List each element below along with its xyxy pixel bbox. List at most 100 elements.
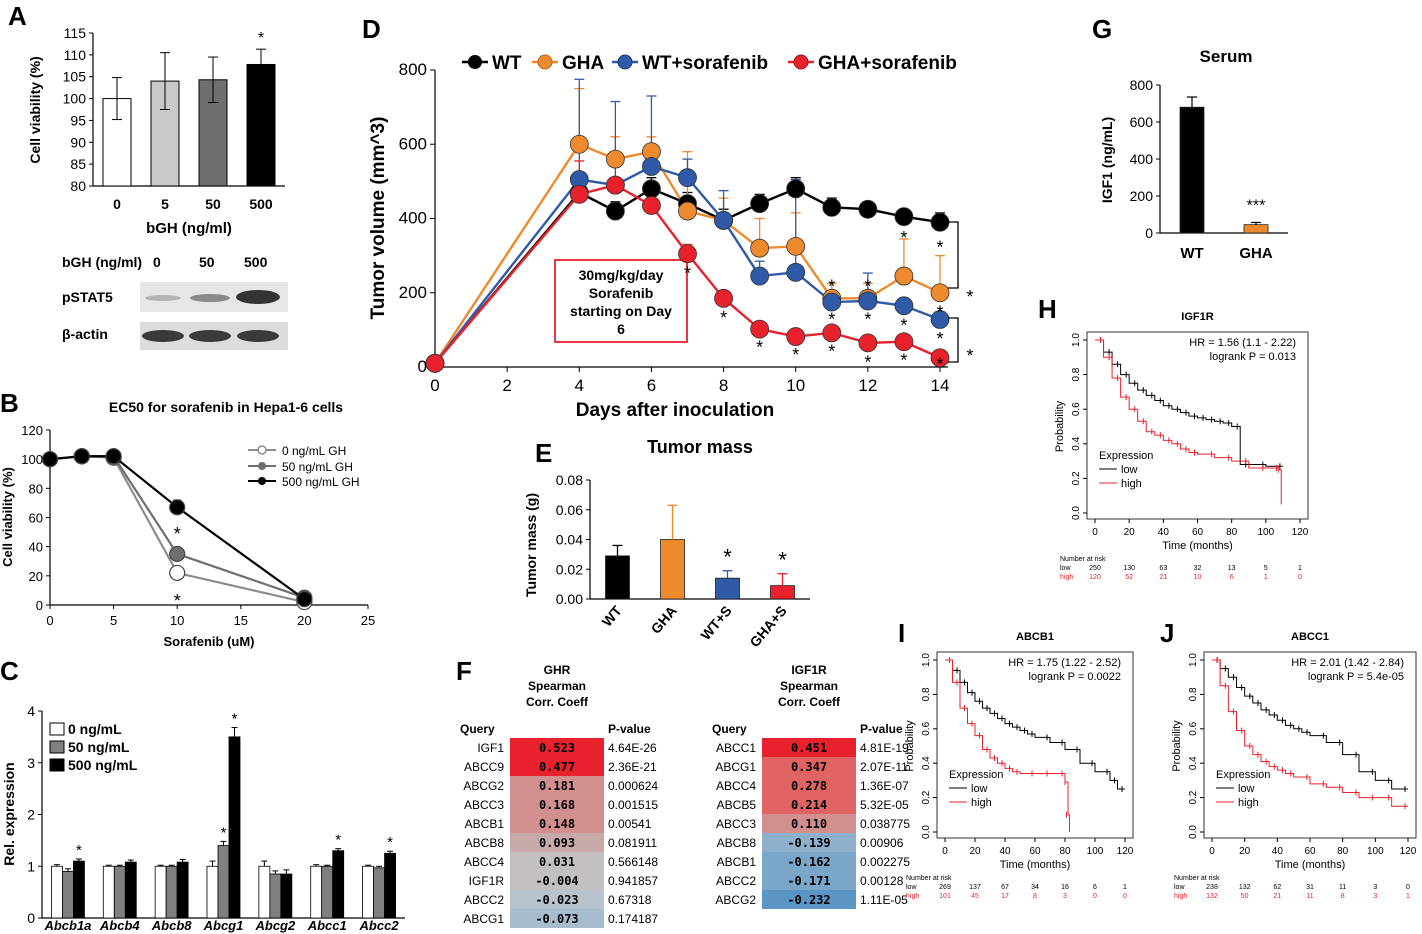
chart-b-legend: 0 ng/mL GH 50 ng/mL GH 500 ng/mL GH — [248, 444, 360, 489]
table-f-left-heat-cell — [510, 871, 604, 890]
km-i-nar-high-value: 3 — [1063, 893, 1067, 900]
chart-a-bar — [246, 63, 276, 187]
km-i-nar-high-value: 8 — [1033, 893, 1037, 900]
km-h-logrank: logrank P = 0.013 — [1210, 351, 1296, 363]
legend-d-gha-label: GHA — [562, 53, 605, 74]
panel-letter-e: E — [535, 438, 552, 468]
table-f-left-pvalue-cell: 0.941857 — [608, 874, 658, 888]
table-f-left-coeff-cell: 0.148 — [539, 817, 575, 831]
panel-e-chart: 0.00 0.02 0.04 0.06 0.08 Tumor mass WT GHA * WT+S… — [523, 437, 810, 650]
km-j-xtick-label: 80 — [1337, 846, 1349, 857]
table-f-left-heat-cell — [510, 738, 604, 757]
table-f-left-heat-cell — [510, 795, 604, 814]
km-i-legend-title: Expression — [949, 769, 1003, 781]
chart-d-point — [425, 353, 445, 373]
km-i-ytick-label: 1.0 — [921, 653, 932, 667]
chart-d-point — [930, 283, 950, 303]
chart-a-ytick-label: 100 — [63, 91, 87, 107]
chart-d-point — [894, 266, 914, 286]
table-f-right-header-1: IGF1R — [791, 663, 827, 677]
km-h-nar-high-value: 21 — [1159, 574, 1167, 581]
blot-lane-50: 50 — [199, 254, 215, 270]
km-h-ytick-label: 1.0 — [1071, 333, 1082, 347]
table-f-right-pvalue-cell: 2.07E-11 — [860, 760, 908, 774]
table-f-left-coeff-cell: 0.477 — [539, 760, 575, 774]
panel-letter-h: H — [1038, 294, 1057, 324]
chart-c-bar — [51, 865, 63, 919]
km-j-nar-high-label: high — [1174, 893, 1187, 900]
chart-e-title: Tumor mass — [647, 437, 753, 457]
table-f-right-query-cell: ABCG2 — [715, 893, 756, 907]
km-i-curve-high — [945, 659, 1070, 832]
km-i-xtick-label: 40 — [999, 846, 1011, 857]
chart-c-legend: 0 ng/mL 50 ng/mL 500 ng/mL — [49, 721, 138, 773]
table-f-left-coeff-cell: 0.031 — [539, 855, 575, 869]
table-f-left-coeff-cell: -0.004 — [535, 874, 578, 888]
chart-d-ytick-label: 0 — [418, 357, 427, 376]
table-f-right-query-cell: ABCC1 — [716, 741, 756, 755]
km-h-xlabel: Time (months) — [1162, 540, 1233, 552]
km-i-nar-low-value: 6 — [1093, 884, 1097, 891]
chart-c-bar — [384, 852, 396, 919]
chart-a-ytick-label: 80 — [70, 178, 86, 194]
chart-b-point — [41, 451, 59, 468]
table-f-left-query-cell: IGF1R — [469, 874, 505, 888]
km-j-ylabel: Probability — [1171, 720, 1183, 772]
legend-c-0-label: 0 ng/mL — [68, 721, 122, 737]
legend-d-ghas-label: GHA+sorafenib — [818, 53, 957, 74]
annotation-line-2: Sorafenib — [589, 285, 654, 301]
chart-a-ytick-label: 95 — [70, 112, 86, 128]
panel-letter-i: I — [898, 618, 905, 648]
chart-c-star: * — [221, 824, 227, 841]
km-j-nar-low-value: 132 — [1239, 884, 1251, 891]
chart-c-ytick-label: 3 — [27, 755, 35, 771]
km-j-legend-title: Expression — [1216, 769, 1270, 781]
km-i-nar-label: Number at risk — [906, 875, 952, 882]
km-j-ytick-label: 0.6 — [1188, 721, 1199, 735]
km-j-nar-high-value: 11 — [1306, 893, 1313, 900]
chart-e-xtick-label: WT — [599, 602, 626, 629]
legend-c-500-label: 500 ng/mL — [68, 757, 138, 773]
table-f-right-query-cell: ABCG1 — [715, 760, 756, 774]
chart-g-ytick-label: 600 — [1130, 114, 1154, 130]
km-j-nar-low-value: 238 — [1206, 884, 1218, 891]
chart-c-bar — [321, 865, 334, 919]
km-i-logrank: logrank P = 0.0022 — [1029, 671, 1121, 683]
km-j-nar-low-label: low — [1174, 884, 1185, 891]
chart-d-xtick-label: 4 — [575, 376, 584, 395]
km-i-nar-high-value: 0 — [1093, 893, 1097, 900]
chart-c-xtick-label: Abcb8 — [151, 918, 193, 933]
chart-c-bar — [165, 865, 178, 919]
km-i-xtick-label: 0 — [942, 846, 948, 857]
chart-c-bar — [228, 736, 241, 919]
table-f-right-pvalue-cell: 0.002275 — [860, 855, 910, 869]
chart-c-bar — [373, 867, 385, 919]
chart-c-ytick-label: 0 — [27, 910, 35, 926]
table-f-right-heat-cell — [762, 814, 856, 833]
km-h-xtick-label: 60 — [1192, 527, 1204, 538]
chart-a-ytick-label: 90 — [70, 134, 86, 150]
chart-c-bar — [217, 845, 230, 919]
chart-d-bracket-star: * — [966, 287, 973, 307]
chart-d-point — [786, 236, 806, 256]
km-j-xtick-label: 100 — [1367, 846, 1384, 857]
chart-d-point — [714, 288, 733, 308]
km-j-ytick-label: 0.8 — [1188, 687, 1199, 701]
chart-d-star: * — [828, 341, 835, 361]
chart-d-star: * — [720, 308, 727, 328]
chart-c-star: * — [76, 842, 82, 859]
table-f-left-coeff-cell: 0.181 — [539, 779, 575, 793]
km-h-ytick-label: 0.8 — [1071, 367, 1082, 381]
table-f-left-coeff-cell: -0.023 — [535, 893, 578, 907]
chart-c-bar — [154, 865, 167, 919]
km-i-nar-high-value: 0 — [1123, 893, 1127, 900]
chart-d-point — [786, 179, 806, 199]
km-i-title: ABCB1 — [1016, 631, 1054, 643]
legend-c-0-swatch — [49, 722, 65, 736]
table-f-left-pvalue-cell: 0.000624 — [608, 779, 658, 793]
legend-b-50-label: 50 ng/mL GH — [282, 460, 353, 474]
chart-e-bar — [660, 539, 685, 600]
chart-b-point — [73, 448, 90, 465]
table-f-right-query-cell: ABCC2 — [716, 874, 756, 888]
table-f-left-pvalue-cell: 0.001515 — [608, 798, 658, 812]
